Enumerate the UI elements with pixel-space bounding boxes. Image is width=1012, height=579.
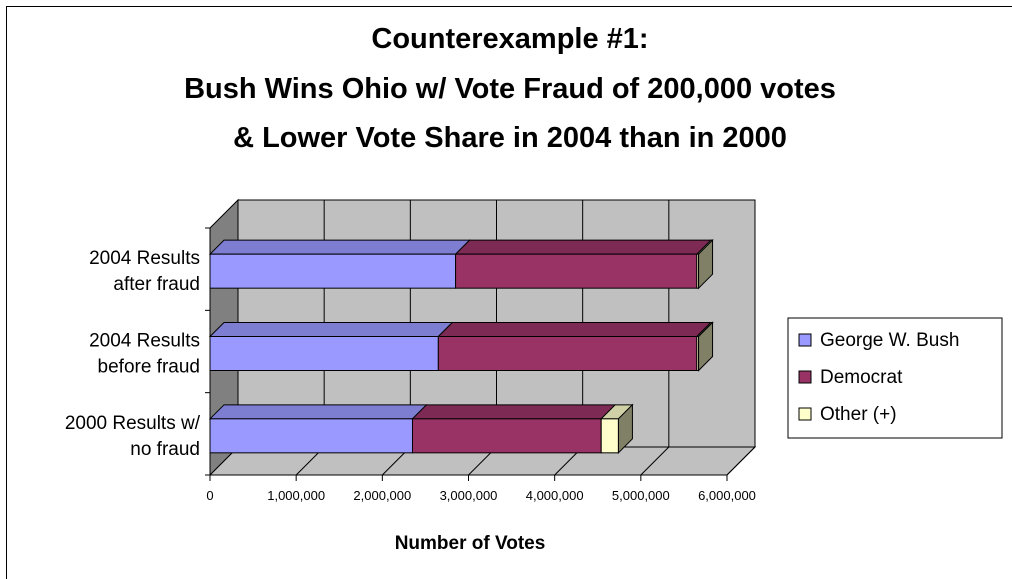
bar-side [698, 238, 714, 290]
chart-title-line-1: Counterexample #1: [371, 23, 648, 55]
x-tick-label: 2,000,000 [353, 488, 411, 503]
floor-gridline [640, 446, 670, 476]
chart-frame [6, 6, 1012, 579]
legend-swatch [798, 370, 812, 384]
bar-segment [209, 253, 457, 289]
category-label: before fraud [98, 357, 200, 378]
x-tick-label: 1,000,000 [267, 488, 325, 503]
floor-gridline [726, 446, 756, 476]
bar-segment [437, 336, 698, 371]
legend: George W. Bush Democrat Other (+) [787, 317, 1003, 439]
category-label: 2004 Results [89, 331, 200, 352]
bar-top [454, 239, 713, 255]
x-tick-label: 0 [206, 488, 213, 503]
bar-top [437, 322, 713, 337]
chart-title-line-3: & Lower Vote Share in 2004 than in 2000 [233, 122, 787, 154]
bar-segment [411, 418, 602, 454]
x-tick-label: 6,000,000 [698, 488, 756, 503]
bar-top [208, 239, 471, 255]
category-label: 2000 Results w/ [65, 413, 201, 434]
chart-title: Counterexample #1: Bush Wins Ohio w/ Vot… [184, 23, 836, 154]
bar-top [208, 404, 428, 420]
legend-box [787, 317, 1003, 439]
bar-top [411, 404, 617, 420]
chart-title-line-2: Bush Wins Ohio w/ Vote Fraud of 200,000 … [184, 73, 836, 105]
legend-label: Other (+) [820, 404, 897, 425]
bar-segment [209, 336, 439, 371]
bar-top [208, 322, 454, 337]
bar-segment [209, 418, 413, 454]
bar-side [617, 403, 633, 455]
bar-segment [455, 253, 698, 289]
category-label: no fraud [130, 439, 200, 460]
category-label: 2004 Results [89, 248, 200, 269]
x-axis-title: Number of Votes [395, 533, 546, 554]
x-tick-label: 4,000,000 [526, 488, 584, 503]
bar-segment [600, 418, 619, 454]
x-tick-label: 3,000,000 [440, 488, 498, 503]
plot-area: 0 1,000,000 2,000,000 3,000,000 4,000,000 5,0… [65, 198, 757, 503]
legend-swatch [798, 333, 812, 347]
category-label: after fraud [113, 274, 200, 295]
bar-side [698, 321, 714, 372]
x-tick-label: 5,000,000 [612, 488, 670, 503]
legend-label: George W. Bush [820, 330, 959, 351]
legend-label: Democrat [820, 367, 903, 388]
legend-swatch [798, 407, 812, 421]
